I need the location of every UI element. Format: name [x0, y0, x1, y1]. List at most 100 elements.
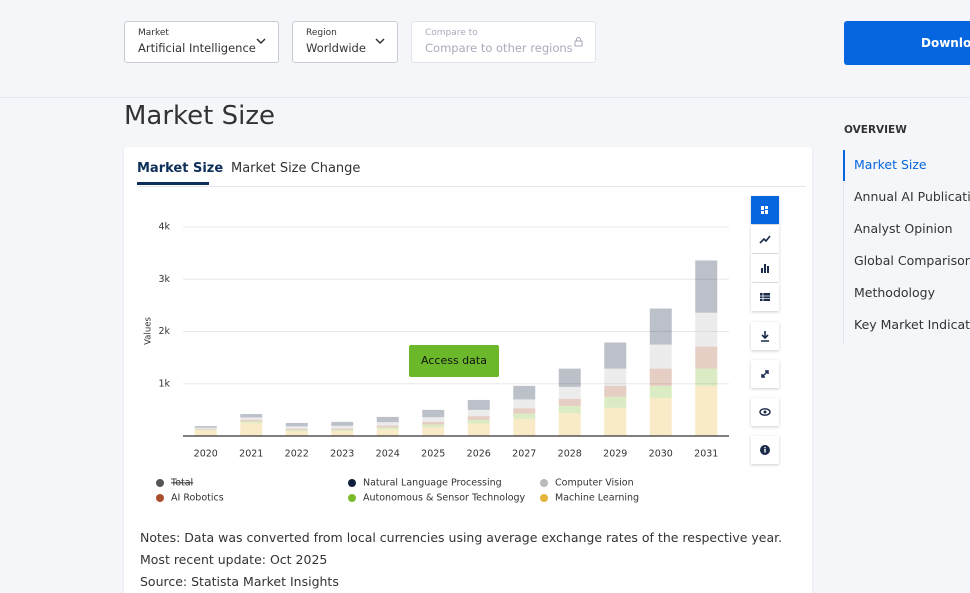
lock-icon — [574, 37, 583, 47]
bar-segment — [376, 429, 399, 436]
bar-segment — [558, 413, 581, 436]
y-tick-label: 4k — [158, 222, 170, 233]
bar-segment — [649, 344, 672, 369]
bar-segment — [285, 428, 308, 430]
bar-segment — [513, 399, 536, 409]
x-tick-label: 2020 — [194, 449, 218, 460]
x-tick-label: 2026 — [467, 449, 491, 460]
legend-label[interactable]: Natural Language Processing — [363, 478, 502, 489]
filter-label: Market — [138, 28, 169, 38]
y-tick-label: 3k — [158, 274, 170, 285]
bar-segment — [194, 426, 217, 428]
icon — [761, 331, 769, 342]
section-title: Market Size — [124, 101, 276, 131]
fullscreen[interactable] — [751, 360, 779, 388]
bar-segment — [695, 368, 718, 386]
line-view[interactable] — [751, 225, 779, 253]
icon — [761, 206, 768, 214]
bar-segment — [194, 430, 217, 436]
bar-segment — [649, 397, 672, 436]
bar-segment — [285, 429, 308, 432]
bar-segment — [513, 413, 536, 419]
bar-segment — [376, 416, 399, 423]
icon — [761, 264, 769, 273]
bar-segment — [194, 429, 217, 431]
market-filter[interactable]: Market Artificial Intelligence — [124, 21, 279, 63]
compare-filter: Compare to Compare to other regions — [411, 21, 596, 63]
legend-swatch — [348, 479, 356, 487]
legend-swatch — [540, 479, 548, 487]
sidebar-link[interactable]: Analyst Opinion — [854, 221, 953, 236]
x-tick-label: 2024 — [376, 449, 400, 460]
filter-label: Compare to — [425, 28, 478, 38]
access-data-button[interactable]: Access data — [409, 345, 499, 377]
filter-value: Compare to other regions — [425, 41, 573, 55]
sidebar-active-bar — [843, 150, 845, 181]
legend-label[interactable]: AI Robotics — [171, 493, 224, 504]
icon — [759, 235, 771, 244]
y-tick-label: 1k — [158, 378, 170, 389]
bar-segment — [513, 408, 536, 414]
bar-segment — [604, 385, 627, 397]
bar-segment — [240, 417, 263, 420]
x-tick-label: 2028 — [558, 449, 582, 460]
x-tick-label: 2029 — [603, 449, 627, 460]
tab[interactable]: Market Size Change — [231, 161, 361, 176]
bar-segment — [331, 429, 354, 432]
download-chart[interactable] — [751, 322, 779, 350]
icon — [761, 370, 769, 378]
bar-segment — [285, 431, 308, 436]
bar-segment — [513, 418, 536, 436]
bar-segment — [558, 405, 581, 414]
legend-label[interactable]: Autonomous & Sensor Technology — [363, 493, 526, 504]
filter-value: Worldwide — [306, 41, 366, 55]
bar-segment — [194, 428, 217, 430]
sidebar-link[interactable]: Global Comparison — [854, 253, 970, 268]
bar-segment — [558, 386, 581, 399]
legend-label[interactable]: Total — [170, 478, 193, 489]
bar-segment — [604, 342, 627, 369]
filter-value: Artificial Intelligence — [138, 41, 256, 55]
bar-segment — [467, 423, 490, 436]
note: Most recent update: Oct 2025 — [140, 552, 328, 567]
download-button[interactable]: Download — [844, 21, 970, 65]
x-tick-label: 2030 — [649, 449, 673, 460]
bar-segment — [604, 407, 627, 436]
bar-segment — [558, 368, 581, 387]
info[interactable] — [751, 436, 779, 464]
legend-swatch — [156, 494, 164, 502]
visibility[interactable] — [751, 398, 779, 426]
region-filter[interactable]: Region Worldwide — [292, 21, 398, 63]
sidebar-link[interactable]: Market Size — [854, 157, 927, 172]
bar-segment — [558, 398, 581, 406]
x-tick-label: 2021 — [239, 449, 263, 460]
bar-segment — [240, 422, 263, 436]
bar-segment — [331, 421, 354, 426]
bar-segment — [695, 260, 718, 313]
note: Notes: Data was converted from local cur… — [140, 530, 783, 545]
bar-segment — [649, 308, 672, 345]
bar-segment — [695, 385, 718, 436]
chevron — [375, 38, 385, 45]
tab-active[interactable]: Market Size — [137, 161, 224, 176]
legend-label[interactable]: Machine Learning — [555, 493, 639, 504]
legend-swatch — [540, 494, 548, 502]
sidebar-link[interactable]: Methodology — [854, 285, 935, 300]
sidebar-link[interactable]: Annual AI Publications — [854, 189, 970, 204]
x-tick-label: 2027 — [512, 449, 536, 460]
bar-segment — [240, 414, 263, 418]
legend-label[interactable]: Computer Vision — [555, 478, 634, 489]
bar-segment — [695, 312, 718, 347]
filter-label: Region — [306, 28, 337, 38]
bar-segment — [604, 368, 627, 386]
bar-segment — [331, 425, 354, 429]
table-view[interactable] — [751, 283, 779, 311]
bar-segment — [467, 419, 490, 424]
view-toggle[interactable] — [751, 196, 779, 224]
sidebar-link[interactable]: Key Market Indicators — [854, 317, 970, 332]
bar-view[interactable] — [751, 254, 779, 282]
chart: Values 1k 2k 3k 4k 2020 2021 2022 2023 2024 2025 2… — [144, 222, 729, 504]
bar-segment — [285, 426, 308, 429]
bar-segment — [376, 427, 399, 430]
